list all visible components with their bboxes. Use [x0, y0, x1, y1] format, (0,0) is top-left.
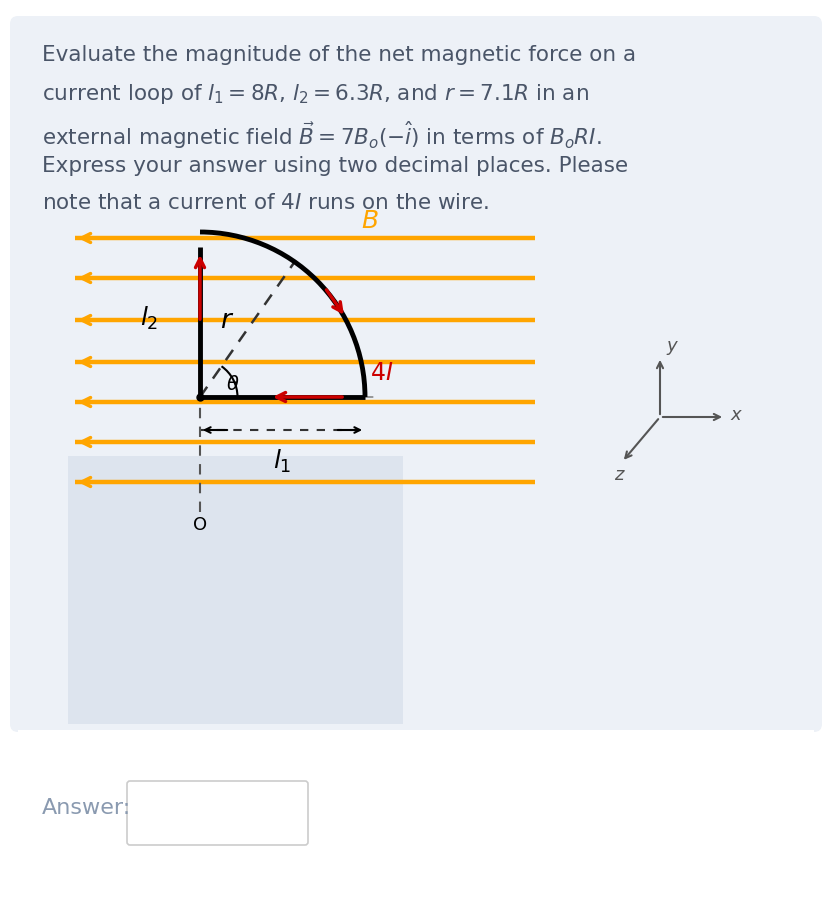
Text: $\theta$: $\theta$ [226, 374, 240, 393]
Text: note that a current of $4I$ runs on the wire.: note that a current of $4I$ runs on the … [42, 193, 489, 213]
Text: $B$: $B$ [361, 208, 379, 233]
Text: Answer:: Answer: [42, 797, 131, 817]
FancyBboxPatch shape [10, 17, 822, 732]
Text: external magnetic field $\vec{B} = 7B_o(-\hat{i})$ in terms of $B_oRI$.: external magnetic field $\vec{B} = 7B_o(… [42, 119, 602, 151]
Text: $r$: $r$ [220, 308, 235, 334]
Text: $l_1$: $l_1$ [273, 447, 292, 474]
FancyBboxPatch shape [127, 781, 308, 845]
FancyBboxPatch shape [68, 456, 403, 724]
FancyBboxPatch shape [18, 731, 814, 902]
Text: $l_2$: $l_2$ [140, 304, 158, 331]
Text: current loop of $l_1 = 8R$, $l_2 = 6.3R$, and $r = 7.1R$ in an: current loop of $l_1 = 8R$, $l_2 = 6.3R$… [42, 82, 589, 106]
Text: z: z [614, 465, 623, 483]
Text: O: O [193, 515, 207, 533]
Text: $4I$: $4I$ [370, 361, 394, 384]
Text: x: x [730, 406, 740, 424]
Text: Evaluate the magnitude of the net magnetic force on a: Evaluate the magnitude of the net magnet… [42, 45, 636, 65]
Text: Express your answer using two decimal places. Please: Express your answer using two decimal pl… [42, 156, 628, 176]
Text: y: y [666, 336, 676, 354]
